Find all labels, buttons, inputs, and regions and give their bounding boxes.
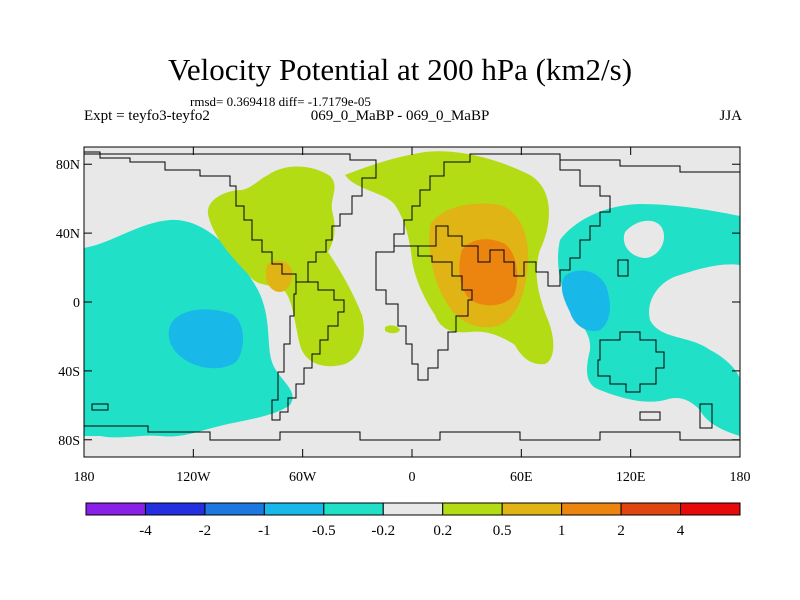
stats-label: rmsd= 0.369418 diff= -1.7179e-05 bbox=[190, 94, 371, 109]
axes: 80N 40N 0 40S 80S 180 120W 60W 0 60E 120E 180 bbox=[56, 147, 751, 485]
lat-tick-label: 0 bbox=[73, 296, 80, 311]
colorbar-swatch bbox=[561, 502, 622, 516]
colorbar-label: -0.5 bbox=[312, 523, 336, 539]
lat-tick-label: 80S bbox=[58, 434, 80, 449]
coast-australia bbox=[597, 331, 665, 393]
lon-tick-label: 60E bbox=[510, 470, 533, 485]
contour-indopacific-gray bbox=[623, 220, 665, 258]
lat-tick-label: 40N bbox=[56, 227, 80, 242]
coast-islands bbox=[91, 259, 713, 429]
colorbar-label: -1 bbox=[258, 523, 271, 539]
contour-pacific-inner bbox=[168, 309, 244, 369]
coast-south-america bbox=[271, 281, 345, 421]
colorbar-label: 1 bbox=[558, 523, 566, 539]
coast-antarctica bbox=[84, 425, 740, 441]
colorbar-swatch bbox=[204, 502, 265, 516]
colorbar-label: 0.2 bbox=[433, 523, 452, 539]
colorbar-swatch bbox=[263, 502, 325, 516]
colorbar-label: 2 bbox=[617, 523, 625, 539]
contour-fields bbox=[84, 151, 740, 438]
colorbar-swatch bbox=[85, 502, 146, 516]
experiment-label: Expt = teyfo3-teyfo2 bbox=[84, 108, 210, 124]
lon-tick-label: 0 bbox=[409, 470, 416, 485]
lon-tick-label: 180 bbox=[74, 470, 95, 485]
colorbar-swatch bbox=[382, 502, 444, 516]
colorbar-label: 4 bbox=[677, 523, 685, 539]
lon-tick-label: 120W bbox=[176, 470, 211, 485]
coast-north-america bbox=[84, 151, 377, 283]
lat-tick-label: 80N bbox=[56, 158, 80, 173]
colorbar-swatch bbox=[501, 502, 563, 516]
case-label: 069_0_MaBP - 069_0_MaBP bbox=[310, 108, 490, 124]
colorbar-swatch bbox=[620, 502, 682, 516]
contour-americas-gold bbox=[266, 260, 293, 292]
colorbar-label: 0.5 bbox=[493, 523, 512, 539]
contour-eurasia-orange bbox=[459, 239, 518, 306]
lon-tick-label: 180 bbox=[730, 470, 751, 485]
contour-indopacific-blue bbox=[561, 270, 610, 332]
colorbar-swatch bbox=[442, 502, 503, 516]
colorbar-swatch bbox=[323, 502, 384, 516]
coastlines bbox=[84, 151, 740, 441]
colorbar-swatch bbox=[680, 502, 741, 516]
contour-indopacific-negative bbox=[557, 204, 740, 436]
lon-tick-label: 60W bbox=[289, 470, 317, 485]
colorbar-label: -0.2 bbox=[371, 523, 395, 539]
colorbar-swatch bbox=[144, 502, 206, 516]
coast-africa bbox=[375, 245, 473, 381]
colorbar-label: -4 bbox=[139, 523, 152, 539]
lon-tick-label: 120E bbox=[616, 470, 646, 485]
contour-small-positive-1 bbox=[385, 325, 400, 334]
colorbar-label: -2 bbox=[199, 523, 212, 539]
colorbar: -4 -2 -1 -0.5 -0.2 0.2 0.5 1 2 4 bbox=[85, 502, 741, 539]
season-label: JJA bbox=[719, 108, 742, 124]
lat-tick-label: 40S bbox=[58, 365, 80, 380]
plot-title: Velocity Potential at 200 hPa (km2/s) bbox=[167, 52, 633, 87]
coast-eurasia bbox=[393, 153, 740, 287]
